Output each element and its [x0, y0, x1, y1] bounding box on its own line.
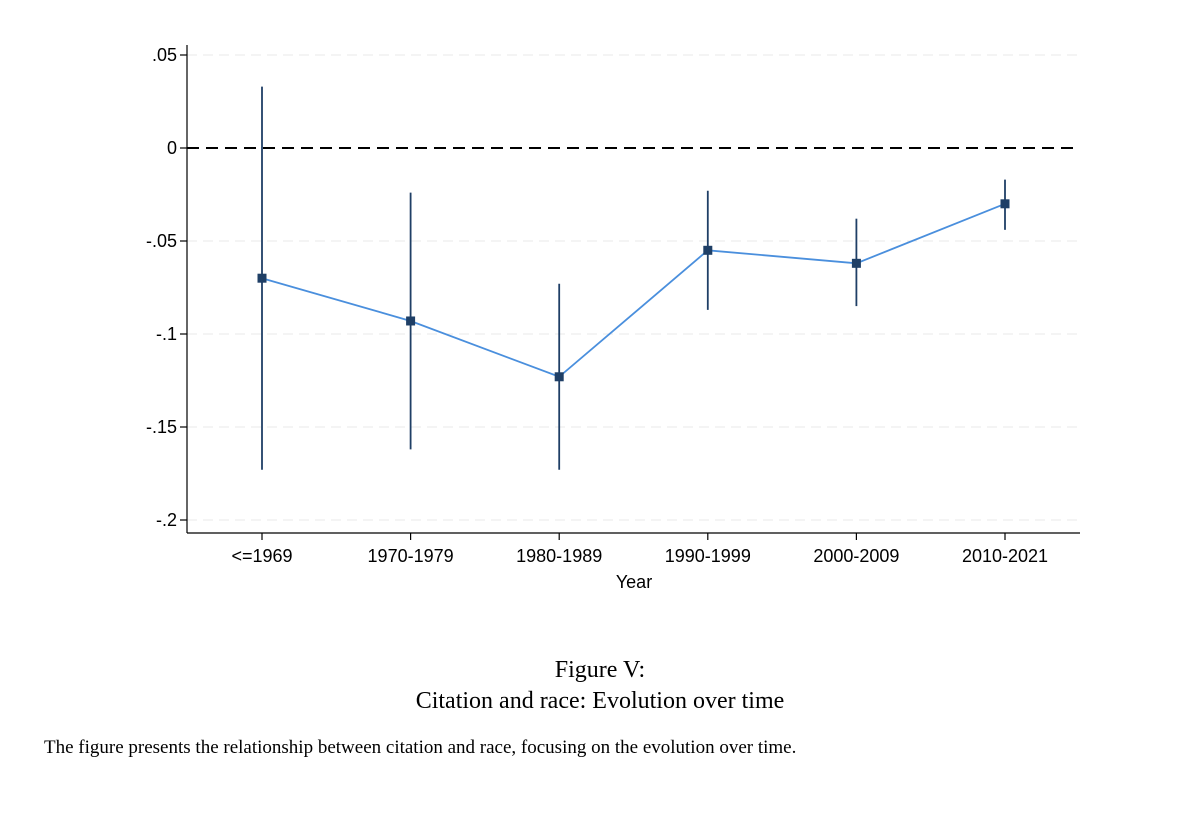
markers — [257, 199, 1010, 382]
y-tick-label: -.05 — [146, 231, 177, 251]
data-point — [851, 258, 861, 268]
data-point — [554, 372, 564, 382]
chart: .05 0 -.05 -.1 -.15 -.2 <=1969 1970-1979 1980-1… — [146, 45, 1080, 592]
y-ticks: .05 0 -.05 -.1 -.15 -.2 — [146, 45, 187, 530]
figure-label: Figure V: — [554, 657, 646, 683]
series-line-group — [261, 202, 1006, 378]
x-tick-label: 1970-1979 — [368, 546, 454, 566]
x-tick-label: 2000-2009 — [813, 546, 899, 566]
y-tick-label: 0 — [167, 138, 177, 158]
x-tick-label: 1980-1989 — [516, 546, 602, 566]
data-point — [406, 316, 416, 326]
y-tick-label: -.2 — [156, 510, 177, 530]
data-point — [257, 273, 267, 283]
gridlines — [187, 54, 1080, 521]
x-tick-label: <=1969 — [231, 546, 292, 566]
series-line — [261, 202, 1006, 378]
figure-note: The figure presents the relationship bet… — [44, 737, 797, 758]
x-ticks: <=1969 1970-1979 1980-1989 1990-1999 2000-20… — [231, 533, 1048, 566]
x-tick-label: 2010-2021 — [962, 546, 1048, 566]
data-point — [1000, 199, 1010, 209]
data-point — [703, 245, 713, 255]
x-tick-label: 1990-1999 — [665, 546, 751, 566]
x-axis-title: Year — [616, 572, 652, 592]
y-tick-label: -.15 — [146, 417, 177, 437]
axes — [186, 45, 1080, 534]
confidence-intervals — [261, 86, 1006, 470]
y-tick-label: -.1 — [156, 324, 177, 344]
y-tick-label: .05 — [152, 45, 177, 65]
figure-title: Citation and race: Evolution over time — [415, 688, 785, 714]
